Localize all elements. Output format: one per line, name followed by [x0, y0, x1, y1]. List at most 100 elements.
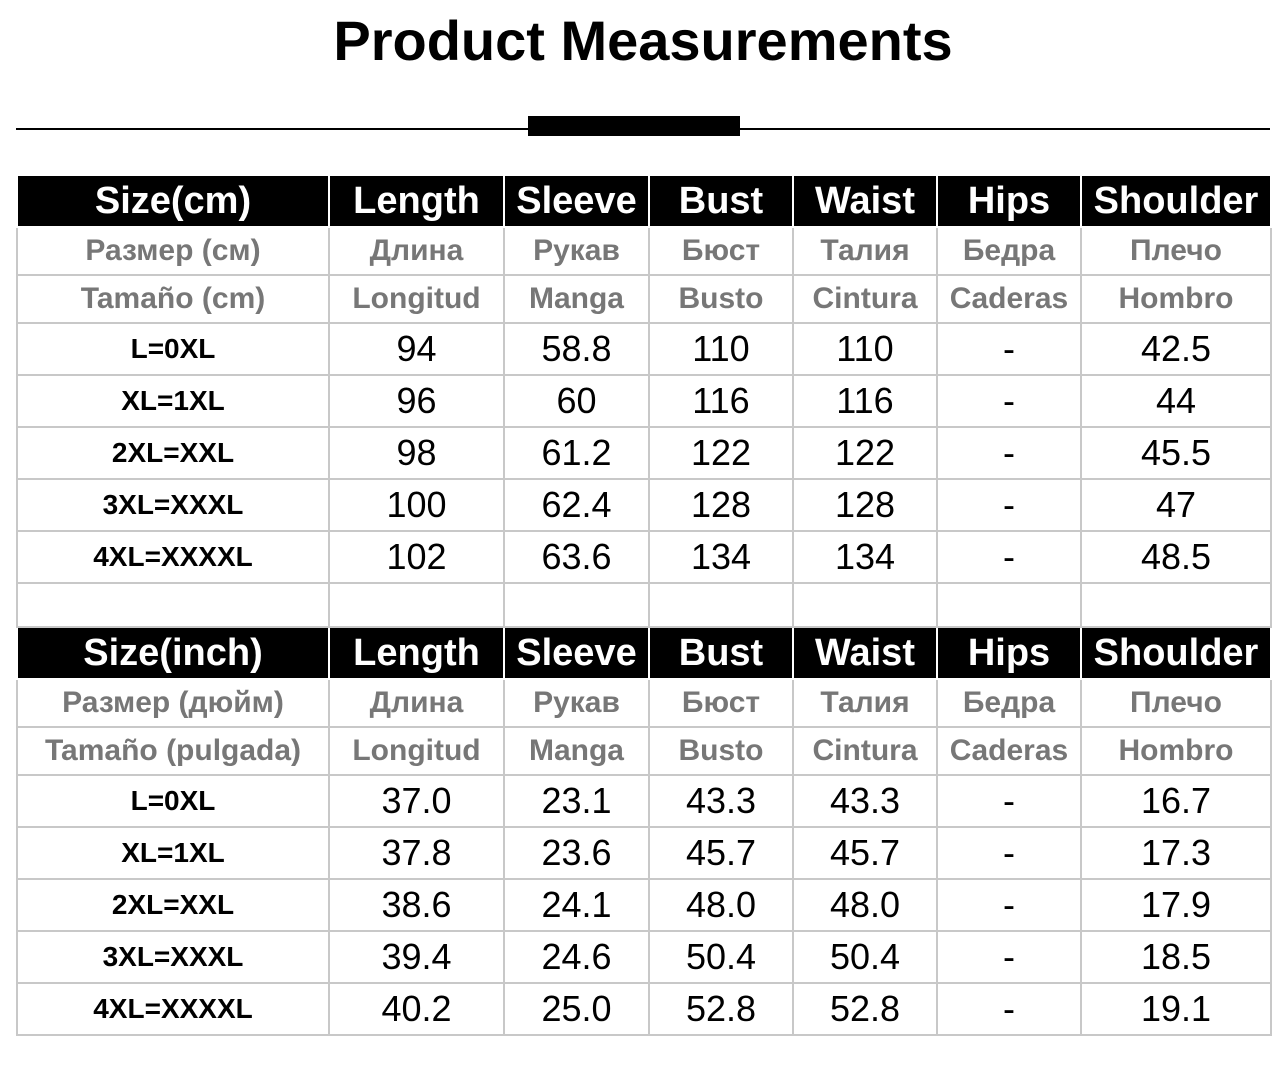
russian-row: Размер (дюйм) Длина Рукав Бюст Талия Бедра Пле…	[16, 678, 1272, 728]
value-cell: 100	[328, 478, 505, 532]
value-cell: 98	[328, 426, 505, 480]
value-cell: 134	[792, 530, 938, 584]
russian-cell: Размер (см)	[16, 226, 330, 276]
value-cell: 42.5	[1080, 322, 1272, 376]
value-cell: 23.1	[503, 774, 650, 828]
russian-cell: Бюст	[648, 678, 794, 728]
value-cell: 110	[792, 322, 938, 376]
value-cell: -	[936, 982, 1082, 1036]
value-cell: 96	[328, 374, 505, 428]
size-cell: XL=1XL	[16, 826, 330, 880]
value-cell: 50.4	[792, 930, 938, 984]
value-cell: 25.0	[503, 982, 650, 1036]
spanish-cell: Caderas	[936, 274, 1082, 324]
value-cell: 39.4	[328, 930, 505, 984]
data-row: L=0XL 37.0 23.1 43.3 43.3-16.7	[16, 774, 1272, 828]
russian-cell: Рукав	[503, 226, 650, 276]
header-cell: Hips	[936, 626, 1082, 680]
spanish-cell: Tamaño (cm)	[16, 274, 330, 324]
data-row: 3XL=XXXL 100 62.4 128 128-47	[16, 478, 1272, 532]
value-cell: 122	[792, 426, 938, 480]
value-cell: -	[936, 826, 1082, 880]
spanish-cell: Longitud	[328, 726, 505, 776]
size-cell: 4XL=XXXXL	[16, 530, 330, 584]
size-cell: 2XL=XXL	[16, 426, 330, 480]
value-cell: 128	[648, 478, 794, 532]
value-cell: 52.8	[648, 982, 794, 1036]
spanish-cell: Cintura	[792, 274, 938, 324]
spanish-cell: Longitud	[328, 274, 505, 324]
spacer-cell	[328, 582, 505, 628]
value-cell: -	[936, 322, 1082, 376]
russian-cell: Плечо	[1080, 226, 1272, 276]
header-cell: Shoulder	[1080, 626, 1272, 680]
value-cell: 94	[328, 322, 505, 376]
russian-cell: Плечо	[1080, 678, 1272, 728]
value-cell: -	[936, 478, 1082, 532]
value-cell: 102	[328, 530, 505, 584]
value-cell: 23.6	[503, 826, 650, 880]
data-row: XL=1XL 37.8 23.6 45.7 45.7-17.3	[16, 826, 1272, 880]
header-cell: Waist	[792, 626, 938, 680]
header-cell: Shoulder	[1080, 174, 1272, 228]
data-row: 2XL=XXL 98 61.2 122 122-45.5	[16, 426, 1272, 480]
data-row: L=0XL 94 58.8 110 110-42.5	[16, 322, 1272, 376]
value-cell: 18.5	[1080, 930, 1272, 984]
spanish-cell: Busto	[648, 726, 794, 776]
russian-cell: Бедра	[936, 678, 1082, 728]
value-cell: 134	[648, 530, 794, 584]
spacer-cell	[503, 582, 650, 628]
value-cell: 24.6	[503, 930, 650, 984]
value-cell: -	[936, 930, 1082, 984]
value-cell: -	[936, 426, 1082, 480]
title: Product Measurements	[333, 9, 953, 72]
header-cell: Length	[328, 626, 505, 680]
value-cell: 17.3	[1080, 826, 1272, 880]
value-cell: 116	[792, 374, 938, 428]
value-cell: 43.3	[792, 774, 938, 828]
size-cell: 3XL=XXXL	[16, 478, 330, 532]
data-row: 3XL=XXXL 39.4 24.6 50.4 50.4-18.5	[16, 930, 1272, 984]
size-cell: 3XL=XXXL	[16, 930, 330, 984]
value-cell: 52.8	[792, 982, 938, 1036]
value-cell: 48.0	[792, 878, 938, 932]
value-cell: 37.0	[328, 774, 505, 828]
header-cell: Hips	[936, 174, 1082, 228]
value-cell: 40.2	[328, 982, 505, 1036]
header-row: Size(cm) Length Sleeve Bust Waist Hips Shoulde…	[16, 174, 1272, 228]
header-cell: Waist	[792, 174, 938, 228]
spanish-cell: Busto	[648, 274, 794, 324]
russian-cell: Рукав	[503, 678, 650, 728]
value-cell: 16.7	[1080, 774, 1272, 828]
russian-cell: Талия	[792, 678, 938, 728]
value-cell: -	[936, 878, 1082, 932]
value-cell: 122	[648, 426, 794, 480]
value-cell: 19.1	[1080, 982, 1272, 1036]
spanish-cell: Manga	[503, 274, 650, 324]
spanish-cell: Hombro	[1080, 726, 1272, 776]
header-cell: Bust	[648, 626, 794, 680]
value-cell: 110	[648, 322, 794, 376]
spanish-row: Tamaño (cm) Longitud Manga Busto Cintura Cade…	[16, 274, 1272, 324]
russian-cell: Длина	[328, 226, 505, 276]
divider-block	[528, 116, 740, 136]
russian-cell: Бедра	[936, 226, 1082, 276]
value-cell: 61.2	[503, 426, 650, 480]
value-cell: 38.6	[328, 878, 505, 932]
value-cell: 62.4	[503, 478, 650, 532]
value-cell: -	[936, 374, 1082, 428]
russian-cell: Талия	[792, 226, 938, 276]
value-cell: 50.4	[648, 930, 794, 984]
russian-cell: Длина	[328, 678, 505, 728]
russian-cell: Бюст	[648, 226, 794, 276]
value-cell: 47	[1080, 478, 1272, 532]
value-cell: 45.7	[648, 826, 794, 880]
value-cell: 60	[503, 374, 650, 428]
value-cell: 116	[648, 374, 794, 428]
data-row: 4XL=XXXXL 40.2 25.0 52.8 52.8-19.1	[16, 982, 1272, 1036]
header-cell: Sleeve	[503, 626, 650, 680]
size-cell: XL=1XL	[16, 374, 330, 428]
value-cell: 128	[792, 478, 938, 532]
spacer-row	[16, 582, 1272, 628]
